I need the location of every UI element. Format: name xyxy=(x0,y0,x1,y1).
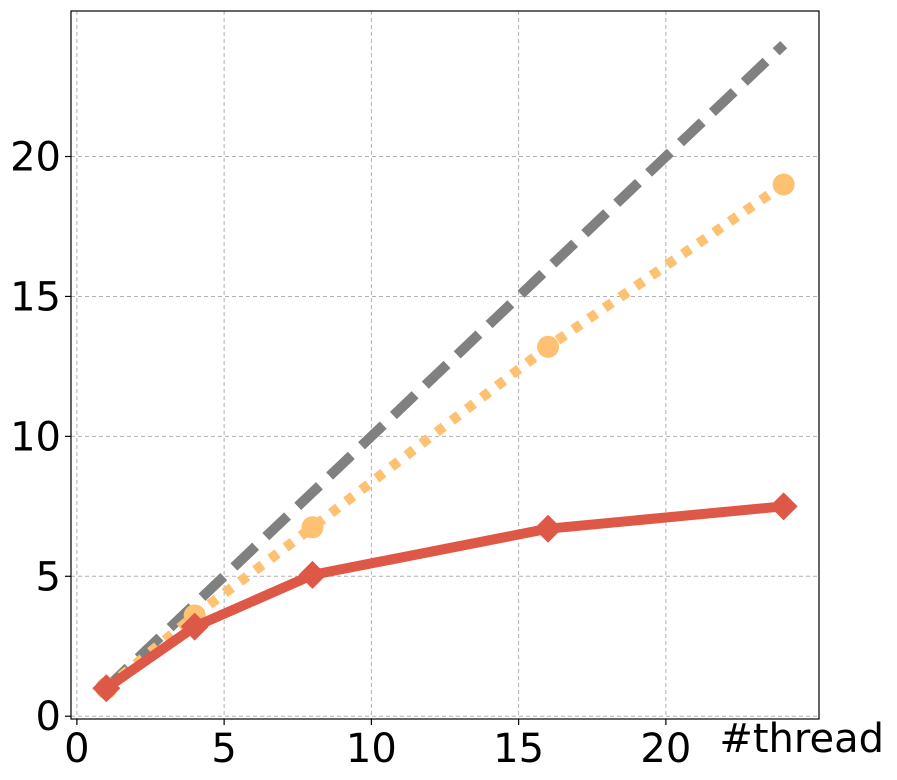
data-point-diamond xyxy=(534,514,563,543)
grid xyxy=(71,11,819,719)
data-point-circle xyxy=(772,173,795,196)
series-solid xyxy=(92,492,798,703)
series-line xyxy=(102,40,788,692)
y-tick-label: 5 xyxy=(36,554,61,600)
series-line xyxy=(103,180,787,693)
x-tick-label: 20 xyxy=(640,726,691,772)
x-axis-label: #thread xyxy=(719,716,884,762)
x-tick-label: 0 xyxy=(64,726,89,772)
ticks: 0 5 10 15 20 0 5 10 15 20 xyxy=(10,135,691,772)
data-point-diamond xyxy=(769,492,798,521)
y-tick-label: 0 xyxy=(36,694,61,740)
x-tick-label: 5 xyxy=(211,726,236,772)
series-layer xyxy=(92,40,798,703)
data-point-circle xyxy=(537,335,560,358)
data-point-circle xyxy=(301,516,324,539)
data-point-diamond xyxy=(298,560,327,589)
y-tick-label: 20 xyxy=(10,135,61,181)
y-tick-label: 10 xyxy=(10,414,61,460)
x-tick-label: 15 xyxy=(493,726,544,772)
plot-frame xyxy=(70,10,820,720)
series-dashed xyxy=(102,40,788,692)
data-point-diamond xyxy=(180,612,209,641)
x-tick-label: 10 xyxy=(346,726,397,772)
y-tick-label: 15 xyxy=(10,274,61,320)
data-point-diamond xyxy=(92,674,121,703)
